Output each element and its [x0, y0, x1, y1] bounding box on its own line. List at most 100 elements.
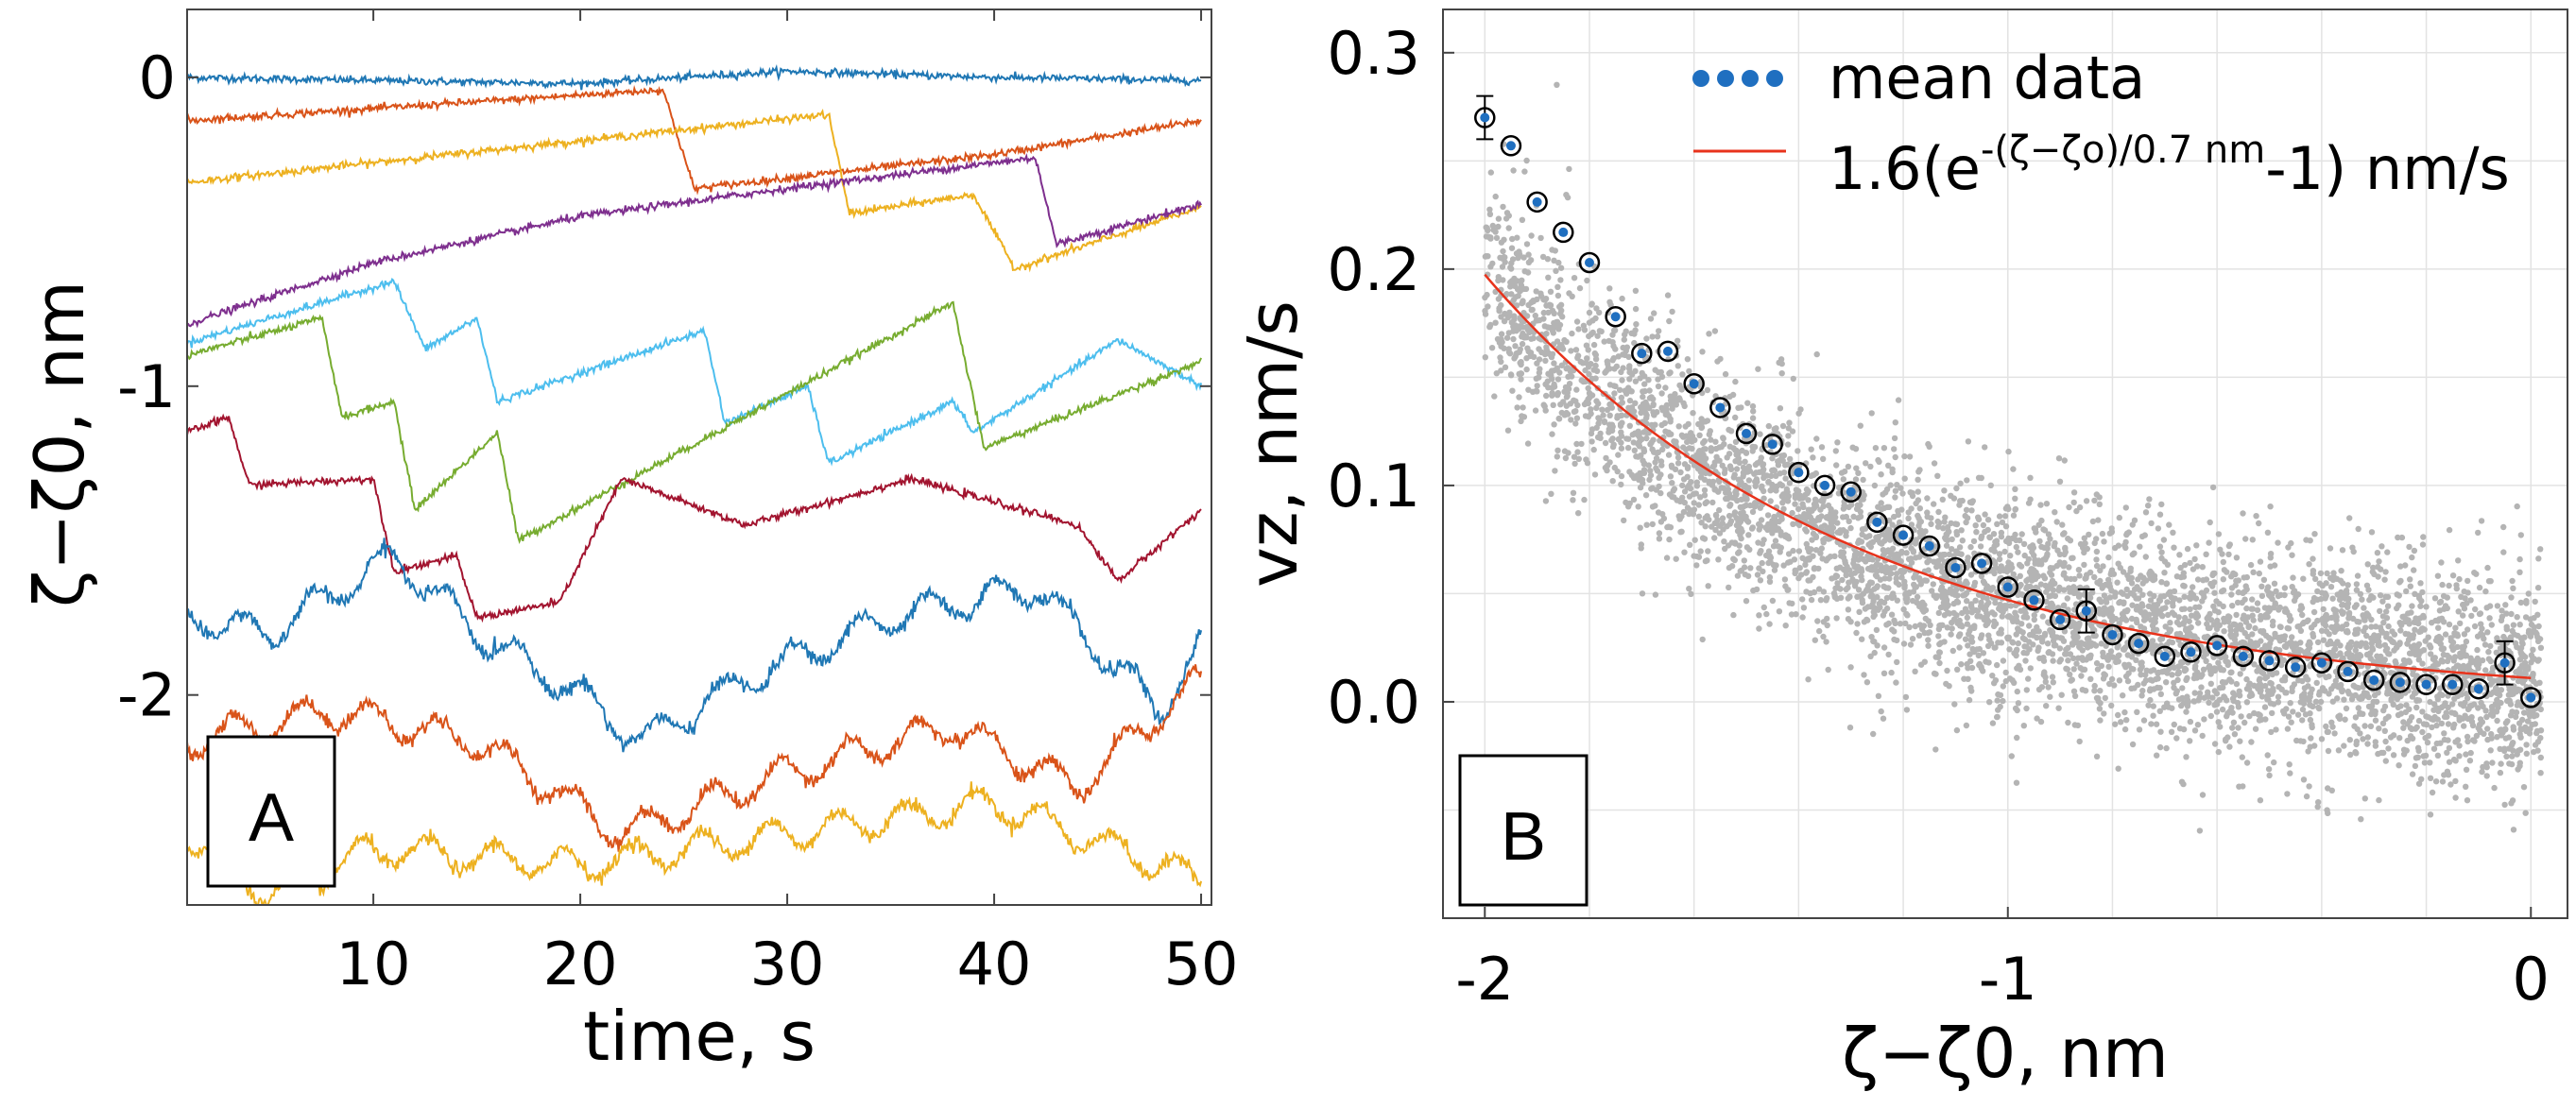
scatter-point	[2106, 594, 2114, 601]
scatter-point	[1927, 622, 1933, 628]
scatter-point	[1818, 444, 1826, 451]
scatter-point	[1581, 496, 1588, 503]
scatter-point	[1978, 599, 1984, 606]
scatter-point	[1929, 588, 1935, 594]
scatter-point	[2250, 617, 2257, 623]
scatter-point	[2436, 685, 2444, 691]
scatter-point	[2256, 682, 2262, 689]
scatter-point	[1753, 469, 1760, 476]
scatter-point	[2147, 686, 2154, 692]
scatter-point	[2206, 699, 2212, 707]
scatter-point	[2127, 565, 2134, 572]
scatter-point	[2049, 674, 2056, 680]
scatter-point	[1770, 543, 1777, 550]
scatter-point	[2468, 714, 2475, 721]
scatter-point	[1598, 328, 1605, 335]
scatter-point	[2451, 630, 2458, 637]
scatter-point	[2345, 615, 2352, 622]
scatter-point	[2074, 722, 2082, 729]
scatter-point	[2479, 657, 2486, 664]
scatter-point	[2162, 605, 2169, 611]
scatter-point	[2379, 598, 2386, 605]
scatter-point	[1915, 522, 1922, 529]
scatter-point	[1791, 556, 1798, 563]
scatter-point	[1997, 691, 2004, 699]
scatter-point	[1679, 482, 1686, 489]
scatter-point	[2330, 570, 2337, 576]
scatter-point	[2187, 606, 2193, 613]
scatter-point	[1569, 373, 1575, 380]
scatter-point	[2429, 620, 2435, 626]
scatter-point	[1500, 203, 1506, 211]
scatter-point	[1913, 554, 1919, 561]
scatter-point	[2396, 640, 2403, 646]
scatter-point	[1622, 332, 1628, 338]
scatter-point	[2300, 776, 2308, 783]
scatter-point	[2314, 803, 2321, 810]
scatter-point	[2220, 587, 2227, 594]
scatter-point	[2298, 694, 2306, 701]
scatter-point	[2024, 576, 2032, 583]
scatter-point	[1611, 464, 1619, 471]
scatter-point	[1878, 506, 1885, 513]
scatter-point	[1616, 386, 1623, 393]
scatter-point	[1645, 377, 1652, 384]
scatter-point	[1607, 301, 1614, 308]
scatter-point	[1852, 476, 1860, 483]
scatter-point	[1967, 543, 1974, 551]
scatter-point	[2177, 662, 2184, 669]
scatter-point	[1959, 609, 1966, 617]
scatter-point	[1687, 541, 1693, 548]
scatter-point	[2170, 529, 2176, 536]
scatter-point	[2183, 708, 2190, 715]
scatter-point	[2011, 679, 2018, 686]
scatter-point	[1625, 503, 1632, 510]
scatter-point	[1964, 598, 1970, 605]
scatter-point	[2341, 696, 2347, 703]
scatter-point	[2508, 594, 2515, 601]
scatter-point	[2196, 690, 2204, 697]
scatter-point	[1618, 439, 1624, 446]
scatter-point	[1904, 612, 1911, 619]
scatter-point	[2463, 639, 2470, 645]
scatter-point	[1551, 310, 1557, 316]
scatter-point	[1498, 358, 1504, 366]
scatter-point	[2163, 744, 2170, 752]
scatter-point	[2372, 717, 2379, 724]
trace-line	[187, 63, 1202, 91]
scatter-point	[1861, 672, 1867, 678]
scatter-point	[1492, 319, 1499, 326]
scatter-point	[1618, 481, 1624, 488]
scatter-point	[1638, 541, 1645, 548]
scatter-point	[2125, 575, 2132, 583]
scatter-point	[2180, 780, 2187, 788]
scatter-point	[1647, 316, 1655, 322]
scatter-point	[2246, 680, 2253, 687]
scatter-point	[2069, 620, 2076, 626]
scatter-point	[1839, 576, 1846, 584]
scatter-point	[1906, 623, 1913, 631]
scatter-point	[1711, 535, 1718, 541]
scatter-point	[1878, 500, 1884, 506]
scatter-point	[2428, 644, 2434, 651]
scatter-point	[1800, 503, 1807, 511]
scatter-point	[1615, 452, 1622, 458]
scatter-point	[1893, 575, 1899, 582]
scatter-point	[2065, 657, 2071, 664]
scatter-point	[1695, 513, 1703, 520]
scatter-point	[1889, 626, 1896, 633]
scatter-point	[2406, 621, 2413, 627]
scatter-point	[1846, 725, 1854, 731]
scatter-point	[1982, 511, 1988, 518]
scatter-point	[1997, 601, 2003, 608]
scatter-point	[1749, 524, 1757, 531]
scatter-point	[2374, 638, 2380, 644]
scatter-point	[2413, 615, 2419, 622]
scatter-point	[2026, 639, 2033, 645]
scatter-point	[2140, 717, 2148, 724]
scatter-point	[2327, 686, 2335, 692]
scatter-point	[1943, 599, 1949, 606]
scatter-point	[2250, 569, 2257, 575]
scatter-point	[1978, 665, 1984, 672]
scatter-point	[1508, 291, 1515, 298]
